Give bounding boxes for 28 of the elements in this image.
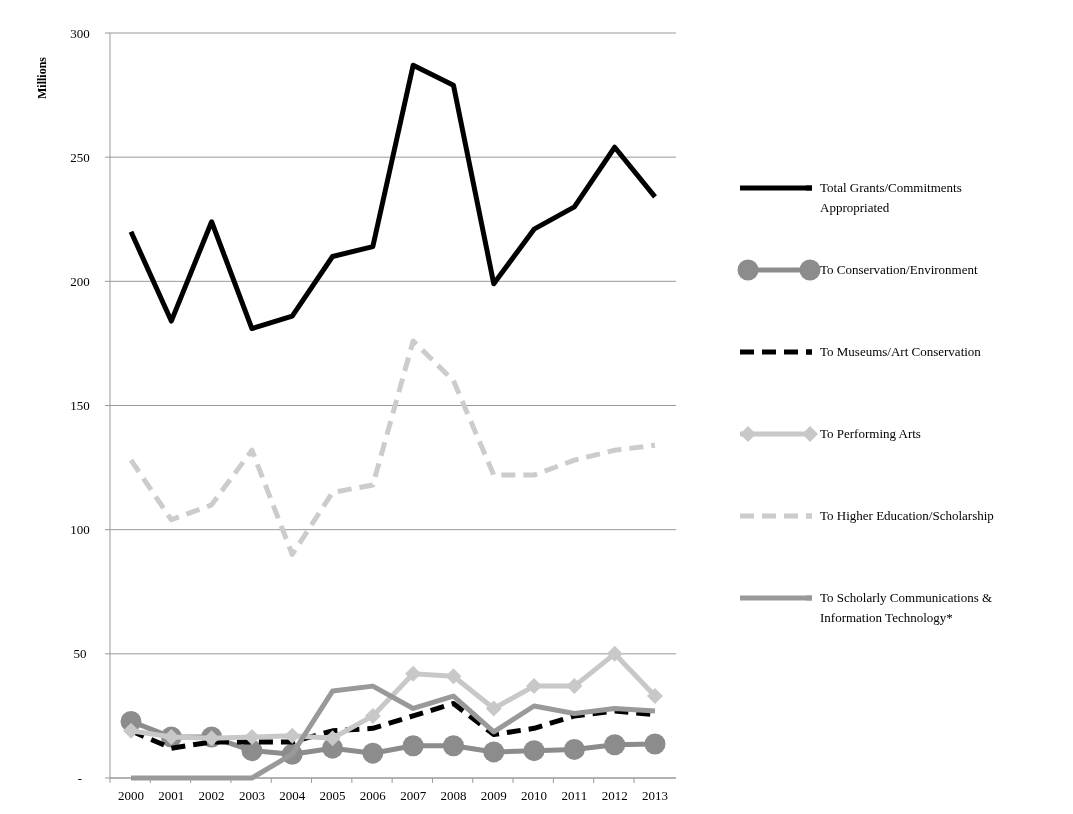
x-tick-label: 2007 bbox=[400, 788, 427, 803]
x-tick-label: 2002 bbox=[198, 788, 225, 803]
y-tick-label: 250 bbox=[70, 149, 90, 165]
y-axis-title: Millions bbox=[35, 56, 49, 100]
x-tick-label: 2003 bbox=[238, 788, 265, 803]
x-tick-label: 2000 bbox=[118, 788, 144, 803]
legend-label: To Scholarly Communications & Information Technology* bbox=[820, 590, 993, 625]
y-tick-label: 50 bbox=[73, 646, 87, 662]
x-tick-label: 2012 bbox=[601, 788, 628, 803]
x-tick-label: 2006 bbox=[359, 788, 387, 803]
x-tick-label: 2010 bbox=[521, 788, 548, 803]
x-tick-label: 2013 bbox=[642, 788, 668, 803]
x-tick-label: 2005 bbox=[319, 788, 346, 803]
legend-label: To Performing Arts bbox=[820, 426, 921, 441]
x-tick-label: 2001 bbox=[158, 788, 185, 803]
legend-label: To Museums/Art Conservation bbox=[820, 344, 982, 359]
x-tick-label: 2008 bbox=[440, 788, 467, 803]
legend-label: To Higher Education/Scholarship bbox=[820, 508, 994, 523]
y-tick-label: - bbox=[77, 770, 83, 786]
y-tick-label: 150 bbox=[70, 398, 90, 414]
y-tick-label: 100 bbox=[70, 522, 90, 538]
legend-label: Total Grants/Commitments Appropriated bbox=[820, 180, 962, 215]
x-tick-label: 2011 bbox=[561, 788, 588, 803]
legend-label: To Conservation/Environment bbox=[820, 262, 978, 277]
x-tick-label: 2009 bbox=[480, 788, 507, 803]
y-tick-label: 300 bbox=[70, 25, 90, 41]
y-tick-label: 200 bbox=[70, 273, 90, 289]
x-tick-label: 2004 bbox=[279, 788, 306, 803]
